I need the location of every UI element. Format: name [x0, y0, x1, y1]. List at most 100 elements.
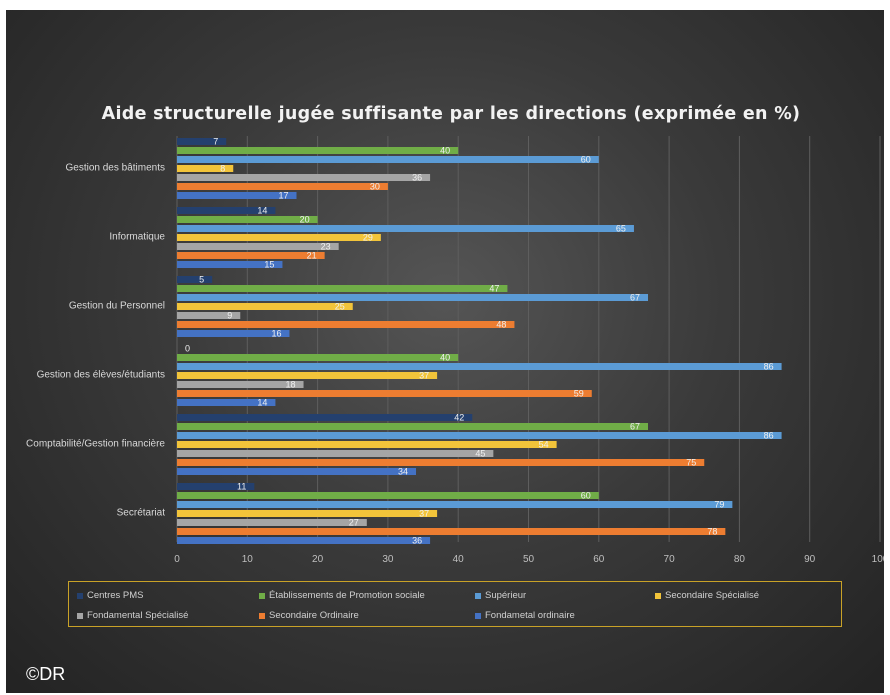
x-tick-label: 90 [804, 554, 816, 565]
legend-label: Fondamental Spécialisé [87, 610, 188, 621]
credit-text: ©DR [26, 664, 65, 685]
data-label: 21 [307, 251, 317, 261]
bar [177, 363, 782, 370]
bar [177, 432, 782, 439]
bar [177, 492, 599, 499]
category-label: Gestion des bâtiments [66, 163, 166, 174]
bar [177, 372, 437, 379]
legend-label: Supérieur [485, 590, 526, 601]
data-label: 47 [489, 284, 499, 294]
bar [177, 216, 318, 223]
data-label: 45 [475, 449, 485, 459]
bar [177, 234, 381, 241]
x-axis-ticks: 0102030405060708090100 [174, 554, 884, 565]
x-tick-label: 40 [453, 554, 465, 565]
legend-label: Secondaire Spécialisé [665, 590, 759, 601]
legend-item: Supérieur [475, 590, 526, 601]
bar [177, 138, 226, 145]
data-label: 86 [764, 431, 774, 441]
bar [177, 156, 599, 163]
legend-label: Secondaire Ordinaire [269, 610, 359, 621]
data-label: 36 [412, 173, 422, 183]
data-label: 8 [220, 164, 225, 174]
data-label: 40 [440, 353, 450, 363]
legend-item: Secondaire Spécialisé [655, 590, 759, 601]
data-label: 86 [764, 362, 774, 372]
data-label: 59 [574, 389, 584, 399]
data-label: 0 [185, 344, 190, 354]
bar [177, 303, 353, 310]
data-label: 60 [581, 491, 591, 501]
legend-item: Établissements de Promotion sociale [259, 590, 425, 601]
bar [177, 441, 557, 448]
category-label: Comptabilité/Gestion financière [26, 439, 165, 450]
data-label: 54 [539, 440, 549, 450]
bar [177, 537, 430, 544]
legend-swatch [259, 613, 265, 619]
bar [177, 276, 212, 283]
bars [177, 138, 782, 544]
x-tick-label: 70 [664, 554, 676, 565]
data-label: 37 [419, 371, 429, 381]
data-label: 67 [630, 422, 640, 432]
bar [177, 459, 704, 466]
data-label: 23 [321, 242, 331, 252]
legend-swatch [655, 593, 661, 599]
bar [177, 321, 514, 328]
bar [177, 519, 367, 526]
bar [177, 423, 648, 430]
category-labels: Gestion des bâtimentsInformatiqueGestion… [26, 163, 165, 519]
data-label: 29 [363, 233, 373, 243]
data-label: 60 [581, 155, 591, 165]
bar [177, 294, 648, 301]
data-label: 40 [440, 146, 450, 156]
data-label: 34 [398, 467, 408, 477]
data-label: 9 [227, 311, 232, 321]
category-label: Informatique [109, 232, 165, 243]
bar [177, 252, 325, 259]
data-label: 25 [335, 302, 345, 312]
data-label: 27 [349, 518, 359, 528]
x-tick-label: 0 [174, 554, 180, 565]
data-label: 5 [199, 275, 204, 285]
legend-label: Centres PMS [87, 590, 144, 601]
data-label: 18 [286, 380, 296, 390]
data-label: 15 [264, 260, 274, 270]
data-label: 79 [714, 500, 724, 510]
x-tick-label: 10 [242, 554, 254, 565]
legend-item: Centres PMS [77, 590, 144, 601]
data-label: 20 [300, 215, 310, 225]
legend-swatch [475, 593, 481, 599]
bar [177, 354, 458, 361]
bar [177, 468, 416, 475]
bar [177, 183, 388, 190]
legend-swatch [77, 613, 83, 619]
bar [177, 243, 339, 250]
bar [177, 390, 592, 397]
x-tick-label: 60 [593, 554, 605, 565]
legend-item: Fondametal ordinaire [475, 610, 575, 621]
data-label: 7 [213, 137, 218, 147]
data-label: 67 [630, 293, 640, 303]
bar [177, 450, 493, 457]
data-label: 36 [412, 536, 422, 546]
data-label: 42 [454, 413, 464, 423]
legend-swatch [475, 613, 481, 619]
x-tick-label: 100 [872, 554, 884, 565]
legend-swatch [77, 593, 83, 599]
legend: Centres PMS Établissements de Promotion s… [68, 581, 842, 627]
data-label: 37 [419, 509, 429, 519]
data-label: 30 [370, 182, 380, 192]
bar [177, 147, 458, 154]
data-label: 14 [257, 398, 267, 408]
x-tick-label: 30 [382, 554, 394, 565]
legend-item: Fondamental Spécialisé [77, 610, 188, 621]
bar [177, 414, 472, 421]
legend-label: Établissements de Promotion sociale [269, 590, 425, 601]
data-label: 11 [237, 482, 246, 492]
data-label: 65 [616, 224, 626, 234]
data-label: 78 [707, 527, 717, 537]
bar [177, 225, 634, 232]
bar [177, 510, 437, 517]
